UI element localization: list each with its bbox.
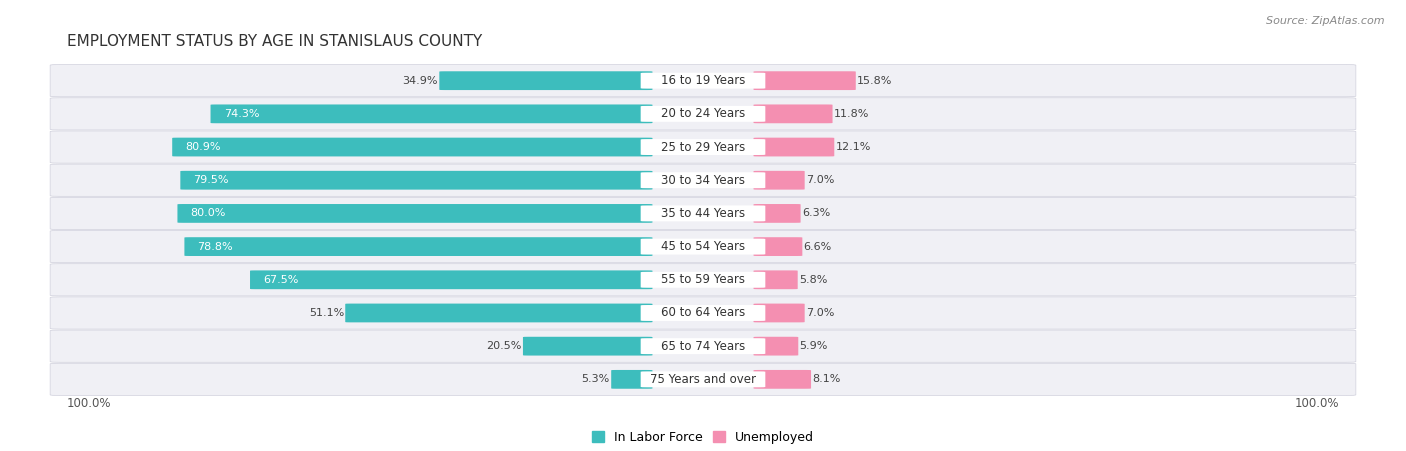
FancyBboxPatch shape [754,204,800,223]
FancyBboxPatch shape [754,271,797,289]
Text: 20.5%: 20.5% [486,341,522,351]
Text: EMPLOYMENT STATUS BY AGE IN STANISLAUS COUNTY: EMPLOYMENT STATUS BY AGE IN STANISLAUS C… [66,34,482,49]
Text: 6.6%: 6.6% [804,242,832,252]
Text: 7.0%: 7.0% [806,175,834,185]
FancyBboxPatch shape [51,164,1355,196]
Text: 78.8%: 78.8% [197,242,233,252]
FancyBboxPatch shape [612,370,652,389]
FancyBboxPatch shape [641,206,765,221]
Text: 65 to 74 Years: 65 to 74 Years [661,340,745,353]
FancyBboxPatch shape [754,237,803,256]
Text: 8.1%: 8.1% [813,374,841,384]
FancyBboxPatch shape [177,204,652,223]
FancyBboxPatch shape [641,371,765,387]
Text: 60 to 64 Years: 60 to 64 Years [661,307,745,319]
FancyBboxPatch shape [754,304,804,322]
FancyBboxPatch shape [51,131,1355,163]
Text: 11.8%: 11.8% [834,109,869,119]
FancyBboxPatch shape [523,337,652,355]
Text: 51.1%: 51.1% [309,308,344,318]
Text: 35 to 44 Years: 35 to 44 Years [661,207,745,220]
FancyBboxPatch shape [211,105,652,123]
Text: 75 Years and over: 75 Years and over [650,373,756,386]
Text: 34.9%: 34.9% [402,76,439,86]
FancyBboxPatch shape [754,171,804,189]
Text: 15.8%: 15.8% [858,76,893,86]
Text: 5.8%: 5.8% [799,275,827,285]
FancyBboxPatch shape [439,71,652,90]
FancyBboxPatch shape [754,138,834,156]
FancyBboxPatch shape [51,330,1355,362]
FancyBboxPatch shape [641,139,765,155]
FancyBboxPatch shape [754,370,811,389]
Text: 5.9%: 5.9% [800,341,828,351]
FancyBboxPatch shape [51,230,1355,262]
Text: 100.0%: 100.0% [66,397,111,410]
Text: 12.1%: 12.1% [835,142,870,152]
Text: Source: ZipAtlas.com: Source: ZipAtlas.com [1267,16,1385,26]
Legend: In Labor Force, Unemployed: In Labor Force, Unemployed [586,426,820,449]
Text: 74.3%: 74.3% [224,109,259,119]
FancyBboxPatch shape [754,105,832,123]
FancyBboxPatch shape [641,106,765,122]
Text: 80.9%: 80.9% [186,142,221,152]
FancyBboxPatch shape [250,271,652,289]
FancyBboxPatch shape [184,237,652,256]
Text: 20 to 24 Years: 20 to 24 Years [661,107,745,120]
FancyBboxPatch shape [51,297,1355,329]
FancyBboxPatch shape [754,71,856,90]
FancyBboxPatch shape [641,172,765,188]
Text: 7.0%: 7.0% [806,308,834,318]
FancyBboxPatch shape [641,272,765,288]
Text: 67.5%: 67.5% [263,275,298,285]
FancyBboxPatch shape [180,171,652,189]
FancyBboxPatch shape [641,305,765,321]
Text: 25 to 29 Years: 25 to 29 Years [661,141,745,153]
FancyBboxPatch shape [641,239,765,254]
Text: 100.0%: 100.0% [1295,397,1340,410]
FancyBboxPatch shape [754,337,799,355]
Text: 79.5%: 79.5% [194,175,229,185]
FancyBboxPatch shape [641,338,765,354]
Text: 6.3%: 6.3% [801,208,830,218]
FancyBboxPatch shape [51,198,1355,230]
FancyBboxPatch shape [641,73,765,89]
Text: 30 to 34 Years: 30 to 34 Years [661,174,745,187]
Text: 55 to 59 Years: 55 to 59 Years [661,273,745,286]
Text: 5.3%: 5.3% [582,374,610,384]
FancyBboxPatch shape [51,264,1355,296]
Text: 80.0%: 80.0% [191,208,226,218]
Text: 16 to 19 Years: 16 to 19 Years [661,74,745,87]
FancyBboxPatch shape [51,363,1355,396]
FancyBboxPatch shape [346,304,652,322]
FancyBboxPatch shape [172,138,652,156]
FancyBboxPatch shape [51,98,1355,130]
FancyBboxPatch shape [51,64,1355,97]
Text: 45 to 54 Years: 45 to 54 Years [661,240,745,253]
